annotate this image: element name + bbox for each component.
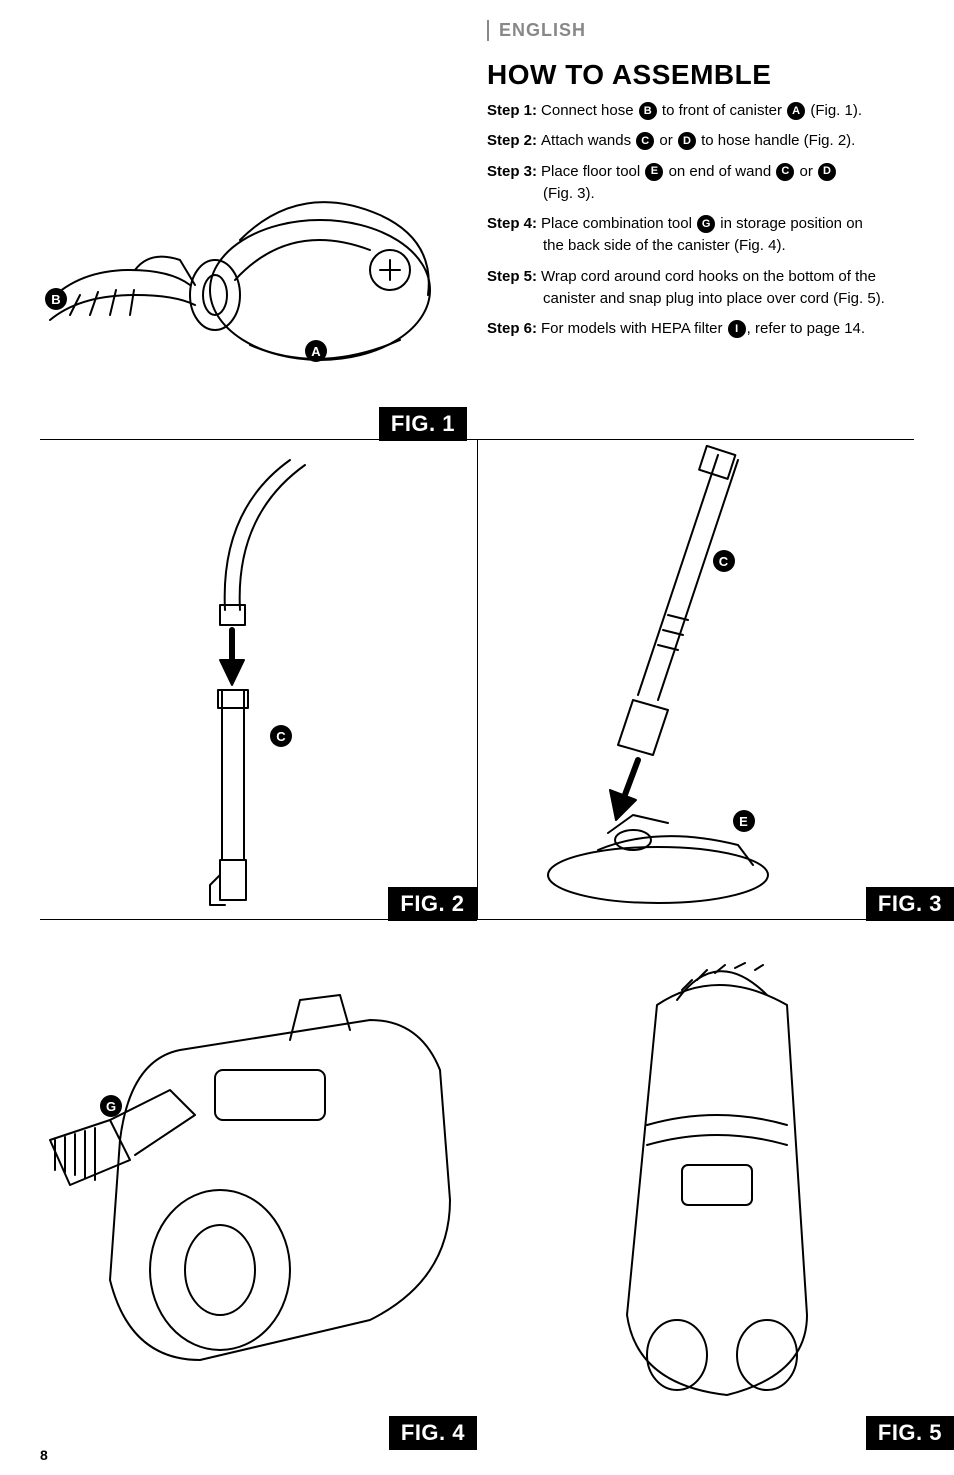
step-5: Step 5: Wrap cord around cord hooks on t… [487,267,914,287]
step-label: Step 4: [487,214,537,234]
step-text: Connect hose B to front of canister A (F… [541,101,862,121]
bottom-row: G FIG. 4 FIG. [40,920,914,1460]
callout-B: B [45,288,67,310]
fig5-badge: FIG. 5 [866,1416,954,1450]
step-label: Step 2: [487,131,537,151]
step-label: Step 3: [487,162,537,182]
step-text: Attach wands C or D to hose handle (Fig.… [541,131,855,151]
top-row: B A FIG. 1 ENGLISH HOW TO ASSEMBLE Step … [40,30,914,440]
step-4: Step 4: Place combination tool G in stor… [487,214,914,234]
step-text: Place combination tool G in storage posi… [541,214,863,234]
step-6: Step 6: For models with HEPA filter I, r… [487,319,914,339]
fig4-illustration [40,960,460,1400]
ref-icon: G [697,215,715,233]
ref-icon: B [639,102,657,120]
ref-icon: D [678,132,696,150]
step-3-cont: (Fig. 3). [487,184,914,204]
ref-icon: D [818,163,836,181]
step-3: Step 3: Place floor tool E on end of wan… [487,162,914,182]
callout-C: C [270,725,292,747]
fig3-badge: FIG. 3 [866,887,954,921]
instructions-panel: ENGLISH HOW TO ASSEMBLE Step 1: Connect … [467,30,914,439]
callout-A: A [305,340,327,362]
language-label: ENGLISH [487,20,914,41]
callout-C: C [713,550,735,572]
figure-5-panel: FIG. 5 [477,920,914,1460]
figure-2-panel: C FIG. 2 [40,440,478,919]
step-1: Step 1: Connect hose B to front of canis… [487,101,914,121]
fig2-illustration [170,450,370,910]
manual-page: B A FIG. 1 ENGLISH HOW TO ASSEMBLE Step … [0,0,954,1475]
fig3-illustration [538,445,898,915]
callout-E: E [733,810,755,832]
page-title: HOW TO ASSEMBLE [487,59,914,91]
figure-1-panel: B A FIG. 1 [40,30,467,439]
step-text: Wrap cord around cord hooks on the botto… [541,267,876,287]
ref-icon: A [787,102,805,120]
fig1-illustration [40,120,450,380]
figure-4-panel: G FIG. 4 [40,920,477,1460]
step-label: Step 1: [487,101,537,121]
fig2-badge: FIG. 2 [388,887,476,921]
ref-icon: I [728,320,746,338]
step-label: Step 5: [487,267,537,287]
steps-list: Step 1: Connect hose B to front of canis… [487,101,914,339]
callout-G: G [100,1095,122,1117]
step-4-cont: the back side of the canister (Fig. 4). [487,236,914,256]
ref-icon: C [636,132,654,150]
mid-row: C FIG. 2 [40,440,914,920]
step-2: Step 2: Attach wands C or D to hose hand… [487,131,914,151]
fig1-badge: FIG. 1 [379,407,467,441]
step-text: For models with HEPA filter I, refer to … [541,319,865,339]
step-text: Place floor tool E on end of wand C or D [541,162,837,182]
ref-icon: E [645,163,663,181]
page-number: 8 [40,1447,48,1463]
step-label: Step 6: [487,319,537,339]
fig5-illustration [567,935,867,1415]
figure-3-panel: C E FIG. 3 [478,440,915,919]
step-5-cont: canister and snap plug into place over c… [487,289,914,309]
fig4-badge: FIG. 4 [389,1416,477,1450]
ref-icon: C [776,163,794,181]
